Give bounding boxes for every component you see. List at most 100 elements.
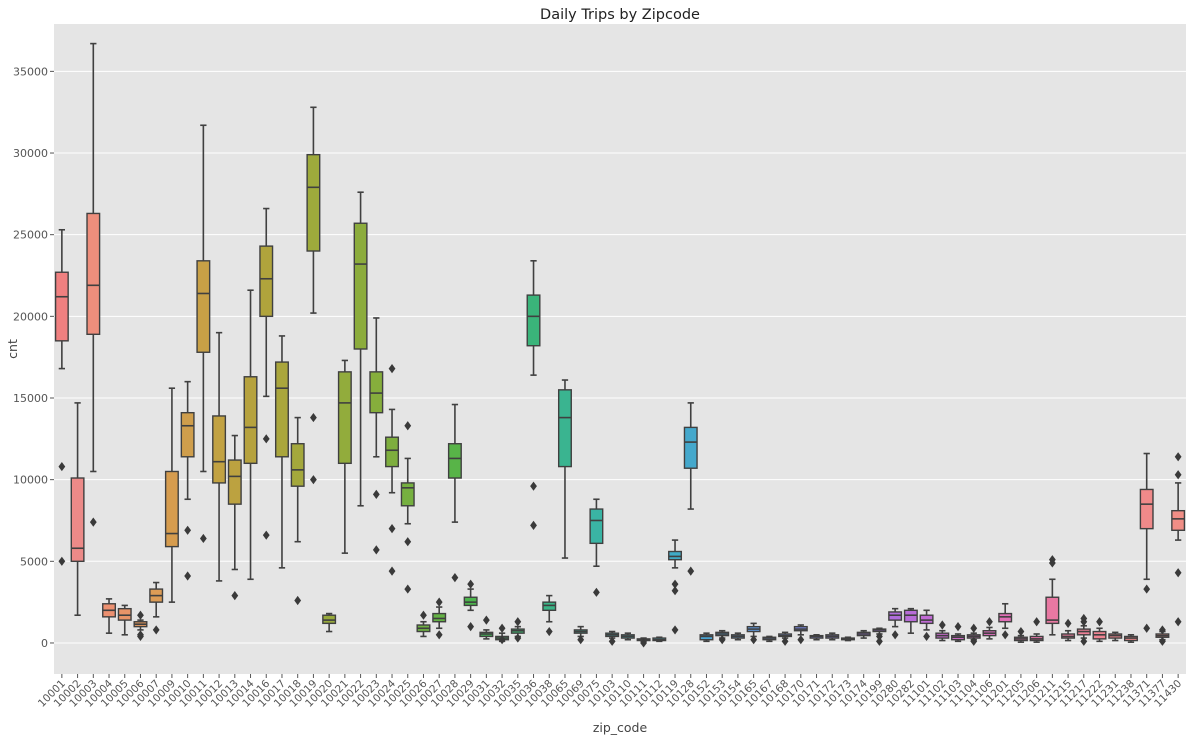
iqr-box	[86, 212, 101, 336]
iqr-box	[180, 411, 195, 458]
box-10001	[54, 228, 69, 566]
outlier-point	[671, 579, 679, 589]
outlier-point	[514, 633, 522, 643]
box-10011	[196, 124, 211, 544]
iqr-box	[447, 443, 462, 479]
box-10170	[793, 624, 808, 645]
iqr-box	[306, 153, 321, 252]
outlier-point	[388, 524, 396, 534]
iqr-box	[243, 376, 258, 465]
iqr-box	[164, 470, 179, 548]
outlier-point	[89, 517, 97, 527]
outlier-point	[1080, 617, 1088, 627]
iqr-box	[227, 459, 242, 505]
box-11238	[1123, 634, 1138, 643]
box-11231	[1108, 631, 1123, 642]
box-11102	[935, 620, 950, 642]
y-tick-label: 5000	[20, 555, 48, 568]
outlier-point	[750, 635, 758, 645]
box-10003	[86, 42, 101, 527]
outlier-point	[986, 617, 993, 627]
outlier-point	[404, 537, 412, 547]
outlier-point	[388, 364, 396, 374]
box-10173	[840, 636, 855, 642]
x-axis-ticks: 1000110002100031000410005100061000710009…	[36, 674, 1184, 710]
outlier-point	[435, 597, 443, 607]
box-10020	[322, 612, 337, 633]
box-10029	[463, 579, 478, 632]
box-10174	[856, 629, 871, 639]
iqr-box	[557, 389, 572, 468]
box-11371	[1139, 452, 1154, 633]
box-10280	[888, 607, 903, 640]
iqr-box	[589, 508, 604, 545]
outlier-point	[137, 610, 144, 620]
outlier-point	[671, 625, 679, 635]
outlier-point	[1174, 617, 1182, 627]
iqr-box	[1171, 509, 1186, 531]
outlier-point	[593, 587, 600, 597]
outlier-point	[388, 566, 396, 576]
y-axis-label: cnt	[5, 339, 20, 359]
iqr-box	[526, 294, 541, 347]
box-10002	[70, 402, 85, 617]
outlier-point	[923, 631, 930, 642]
box-10026	[416, 610, 431, 638]
box-10112	[652, 636, 667, 643]
outlier-point	[671, 586, 679, 596]
iqr-box	[385, 436, 400, 468]
box-10018	[290, 416, 305, 606]
box-10075	[589, 498, 604, 597]
outlier-point	[891, 630, 899, 640]
iqr-box	[400, 482, 415, 507]
outlier-point	[262, 530, 270, 540]
box-10111	[636, 637, 651, 648]
outlier-point	[404, 584, 412, 594]
iqr-box	[290, 443, 305, 487]
iqr-box	[919, 614, 934, 625]
box-10031	[479, 615, 494, 640]
box-10172	[825, 632, 840, 641]
box-11103	[951, 622, 966, 643]
outlier-point	[372, 545, 380, 555]
x-axis-label: zip_code	[593, 720, 648, 735]
box-10007	[149, 581, 164, 635]
outlier-point	[1174, 452, 1182, 462]
box-10168	[778, 631, 793, 646]
outlier-point	[797, 635, 805, 645]
box-11101	[919, 609, 934, 642]
outlier-point	[435, 630, 443, 640]
box-10005	[117, 604, 132, 636]
outlier-point	[781, 636, 789, 646]
outlier-point	[137, 631, 144, 642]
outlier-point	[404, 421, 412, 431]
box-10028	[447, 403, 462, 583]
box-10021	[337, 359, 352, 554]
iqr-box	[1139, 488, 1154, 530]
box-11222	[1092, 617, 1107, 643]
box-10032	[495, 623, 510, 645]
outlier-point	[514, 617, 522, 627]
y-tick-label: 15000	[13, 392, 48, 405]
iqr-box	[699, 634, 714, 641]
iqr-box	[668, 550, 683, 561]
box-11104	[966, 623, 981, 646]
iqr-box	[542, 601, 557, 612]
box-10019	[306, 106, 321, 485]
chart-title: Daily Trips by Zipcode	[540, 7, 700, 23]
box-11430	[1171, 452, 1186, 627]
outlier-point	[1017, 626, 1025, 637]
plot-area-background	[54, 24, 1186, 674]
outlier-point	[1174, 568, 1182, 578]
box-10016	[259, 207, 274, 540]
box-10035	[510, 617, 525, 643]
outlier-point	[545, 626, 553, 637]
box-11205	[1013, 626, 1028, 643]
outlier-point	[876, 636, 883, 646]
box-11217	[1076, 613, 1091, 646]
outlier-point	[1159, 625, 1166, 635]
outlier-point	[152, 625, 160, 635]
box-10153	[715, 629, 730, 645]
